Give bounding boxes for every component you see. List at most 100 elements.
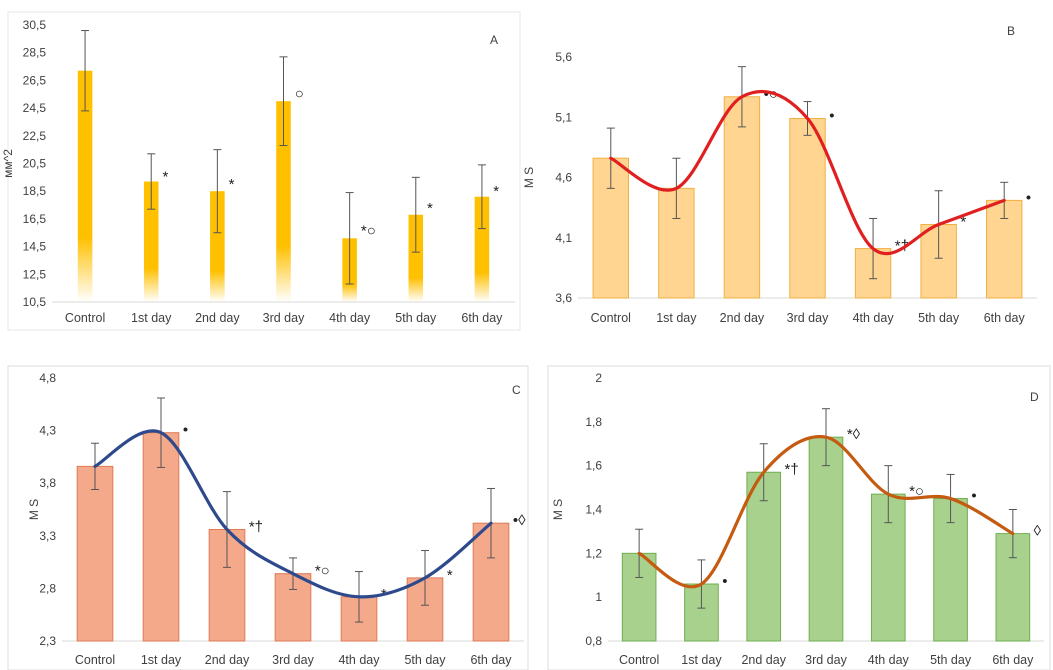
bar <box>723 96 761 299</box>
x-tick-label: 4th day <box>868 653 910 667</box>
significance-marker: • <box>722 573 727 590</box>
x-tick-label: 5th day <box>404 653 446 667</box>
x-tick-label: 3rd day <box>272 653 314 667</box>
trend-line <box>637 435 1015 589</box>
panel-letter: B <box>1007 24 1015 38</box>
x-tick-label: 5th day <box>930 653 972 667</box>
x-tick-label: Control <box>65 311 105 325</box>
panel-frame <box>7 365 529 670</box>
x-tick-label: 3rd day <box>787 311 829 325</box>
y-tick-label: 0,8 <box>585 634 602 648</box>
y-axis-label: M S <box>551 499 565 520</box>
y-tick-label: 3,8 <box>39 476 56 490</box>
significance-marker: * <box>427 200 433 217</box>
y-tick-label: 24,5 <box>23 101 47 115</box>
y-axis-label: M S <box>27 499 41 520</box>
chart-panel-d: 0,8 1 1,2 1,4 1,6 1,8 2 M S D Control 1st day • 2nd … <box>547 365 1051 670</box>
y-tick-label: 4,1 <box>555 231 572 245</box>
x-tick-label: Control <box>75 653 115 667</box>
significance-marker: *† <box>249 518 263 535</box>
chart-panel-b: 3,6 4,1 4,6 5,1 5,6 M S B Control 1st day 2nd day… <box>522 11 1046 339</box>
x-tick-label: 6th day <box>984 311 1026 325</box>
x-tick-label: 4th day <box>338 653 380 667</box>
bar <box>77 70 93 302</box>
x-tick-label: 4th day <box>329 311 371 325</box>
y-tick-label: 12,5 <box>23 267 47 281</box>
significance-marker: ○ <box>295 86 304 103</box>
y-tick-label: 2,3 <box>39 634 56 648</box>
y-tick-label: 28,5 <box>23 46 47 60</box>
x-tick-label: 6th day <box>470 653 512 667</box>
significance-marker: * <box>960 213 966 230</box>
bar <box>210 191 225 302</box>
bar <box>143 181 159 302</box>
y-tick-label: 3,3 <box>39 529 56 543</box>
x-tick-label: 5th day <box>918 311 960 325</box>
panel-frame <box>547 365 1051 670</box>
significance-marker: • <box>971 488 976 505</box>
y-tick-label: 5,1 <box>555 110 572 124</box>
significance-marker: • <box>829 107 834 124</box>
y-tick-label: 4,3 <box>39 424 56 438</box>
significance-marker: * <box>447 567 453 584</box>
y-tick-label: 30,5 <box>23 18 47 32</box>
significance-marker: * <box>162 168 168 185</box>
trend-line <box>93 429 493 599</box>
y-tick-label: 20,5 <box>23 157 47 171</box>
x-tick-label: Control <box>619 653 659 667</box>
y-tick-label: 4,6 <box>555 171 572 185</box>
panel-letter: D <box>1030 390 1039 404</box>
y-axis-label: M S <box>522 167 536 188</box>
y-tick-label: 22,5 <box>23 129 47 143</box>
panel-frame <box>544 11 1046 339</box>
y-tick-label: 1,2 <box>585 546 602 560</box>
bar <box>474 196 490 302</box>
chart-panel-a: 10,5 12,5 14,5 16,5 18,5 20,5 22,5 24,5 26,5 28,5… <box>1 11 521 331</box>
significance-marker: *○ <box>909 483 924 500</box>
x-tick-label: 6th day <box>992 653 1034 667</box>
panel-frame <box>7 11 521 331</box>
y-tick-label: 5,6 <box>555 50 572 64</box>
y-tick-label: 2 <box>595 371 602 385</box>
y-tick-label: 4,8 <box>39 371 56 385</box>
y-tick-label: 1,4 <box>585 503 602 517</box>
bar <box>789 117 826 299</box>
significance-marker: *† <box>785 461 799 478</box>
x-tick-label: 2nd day <box>741 653 786 667</box>
x-tick-label: 1st day <box>656 311 697 325</box>
x-tick-label: 4th day <box>853 311 895 325</box>
significance-marker: * <box>229 176 235 193</box>
x-tick-label: 5th day <box>395 311 437 325</box>
y-tick-label: 10,5 <box>23 295 47 309</box>
significance-marker: * <box>493 183 499 200</box>
y-tick-label: 1,8 <box>585 415 602 429</box>
significance-marker: *○ <box>315 563 330 580</box>
x-tick-label: 3rd day <box>805 653 847 667</box>
bar <box>276 101 291 302</box>
x-tick-label: 6th day <box>461 311 503 325</box>
x-tick-label: 1st day <box>131 311 172 325</box>
x-tick-label: 1st day <box>141 653 182 667</box>
x-tick-label: 3rd day <box>263 311 305 325</box>
y-tick-label: 16,5 <box>23 212 47 226</box>
y-tick-label: 14,5 <box>23 240 47 254</box>
significance-marker: *○ <box>361 222 376 239</box>
y-tick-label: 1 <box>595 590 602 604</box>
y-tick-label: 18,5 <box>23 184 47 198</box>
chart-panel-c: 2,3 2,8 3,3 3,8 4,3 4,8 M S C Control 1st day • 2nd… <box>7 365 529 670</box>
x-tick-label: 2nd day <box>205 653 250 667</box>
y-tick-label: 26,5 <box>23 73 47 87</box>
bar <box>592 157 629 299</box>
x-tick-label: 1st day <box>681 653 722 667</box>
x-tick-label: 2nd day <box>720 311 765 325</box>
bar <box>408 214 424 302</box>
panel-letter: A <box>490 33 498 47</box>
y-tick-label: 3,6 <box>555 291 572 305</box>
y-axis-label: мм^2 <box>1 149 15 178</box>
bar <box>808 436 844 642</box>
significance-marker: ◊ <box>1034 523 1042 540</box>
y-tick-label: 2,8 <box>39 581 56 595</box>
significance-marker: • <box>1026 189 1031 206</box>
trend-line <box>609 89 1006 256</box>
